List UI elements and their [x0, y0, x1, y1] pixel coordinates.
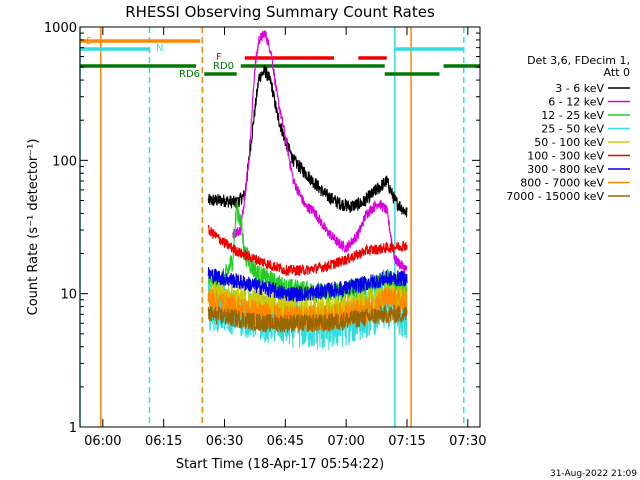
legend-label-3: 25 - 50 keV: [541, 123, 604, 136]
flag-label-rd0: RD0: [213, 61, 234, 72]
chart-title: RHESSI Observing Summary Count Rates: [125, 3, 435, 21]
series-line-8: [207, 304, 408, 333]
axes: 1 10 100 1000 06:00 06:15 06:30 06:45 07:00 07:15…: [44, 21, 487, 449]
plot-frame: [79, 26, 481, 428]
x-tick-label-1: 06:15: [145, 434, 182, 449]
x-tick-label-3: 06:45: [267, 434, 304, 449]
flag-label-rd6: RD6: [179, 69, 200, 80]
legend-label-7: 800 - 7000 keV: [520, 177, 604, 190]
flag-label-s: S: [86, 36, 92, 47]
y-axis-label: Count Rate (s⁻¹ detector⁻¹): [26, 139, 41, 316]
x-tick-label-6: 07:30: [449, 434, 486, 449]
series-line-1: [232, 29, 408, 274]
series-line-5: [207, 225, 408, 276]
y-tick-label-2: 100: [52, 154, 77, 169]
y-tick-label-1: 10: [60, 288, 77, 303]
date-stamp: 31-Aug-2022 21:09: [550, 469, 637, 479]
x-tick-label-0: 06:00: [84, 434, 121, 449]
legend-label-4: 50 - 100 keV: [534, 136, 604, 149]
flag-label-n: N: [156, 43, 163, 54]
legend-label-8: 7000 - 15000 keV: [506, 190, 604, 203]
x-tick-label-5: 07:15: [388, 434, 425, 449]
legend-header-0: Det 3,6, FDecim 1,: [527, 54, 630, 67]
legend-label-1: 6 - 12 keV: [548, 96, 604, 109]
legend-label-6: 300 - 800 keV: [527, 163, 604, 176]
flag-label-f: F: [216, 52, 222, 63]
series-line-6: [207, 267, 408, 303]
legend-header-1: Att 0: [604, 66, 630, 79]
x-axis-label: Start Time (18-Apr-17 05:54:22): [176, 457, 384, 472]
y-tick-label-0: 1: [69, 421, 77, 436]
y-tick-label-3: 1000: [44, 21, 77, 36]
legend-label-5: 100 - 300 keV: [527, 150, 604, 163]
legend-label-0: 3 - 6 keV: [555, 82, 604, 95]
legend-label-2: 12 - 25 keV: [541, 109, 604, 122]
x-tick-label-4: 07:00: [327, 434, 364, 449]
series-line-0: [207, 64, 408, 218]
x-tick-label-2: 06:30: [206, 434, 243, 449]
